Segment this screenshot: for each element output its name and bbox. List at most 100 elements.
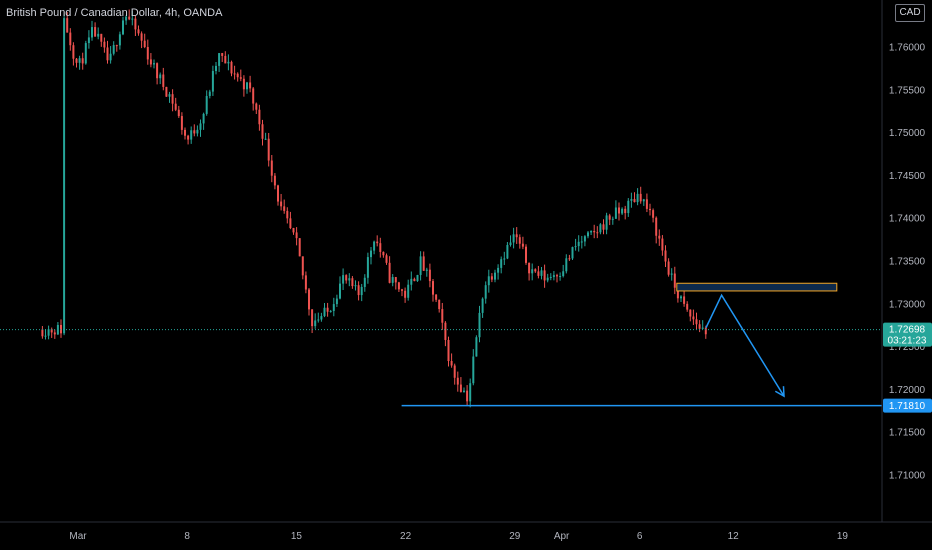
candle-body — [131, 18, 134, 20]
candle-body — [122, 20, 124, 35]
candle-body — [63, 18, 66, 334]
candle-body — [106, 47, 109, 61]
x-tick-label: 29 — [509, 531, 521, 542]
candle-body — [537, 271, 540, 276]
candle-body — [47, 329, 50, 336]
candle-body — [360, 286, 363, 296]
candle-body — [286, 210, 289, 219]
candle-body — [490, 276, 493, 280]
candle-body — [683, 296, 686, 304]
candle-body — [689, 309, 692, 317]
candle-body — [227, 61, 230, 64]
candle-body — [602, 224, 605, 230]
candle-body — [546, 277, 549, 281]
candle-body — [630, 199, 633, 201]
candle-body — [698, 324, 701, 329]
candle-body — [673, 273, 676, 288]
projection-arrow[interactable] — [705, 293, 785, 397]
candle-body — [487, 276, 490, 286]
candle-body — [87, 37, 90, 44]
annotations — [0, 282, 882, 407]
candle-body — [115, 45, 118, 47]
candle-body — [196, 129, 199, 134]
candle-body — [404, 290, 407, 298]
candle-body — [246, 82, 248, 90]
resistance-zone[interactable] — [676, 282, 838, 292]
time-axis: Mar 8 15 22 29 Apr 6 12 19 — [0, 521, 932, 550]
candle-body — [509, 242, 512, 245]
currency-badge[interactable]: CAD — [895, 4, 925, 22]
candle-body — [664, 250, 667, 262]
candle-body — [686, 303, 689, 310]
y-tick-label: 1.73500 — [889, 257, 926, 268]
candle-body — [295, 232, 298, 239]
candle-body — [512, 234, 515, 243]
candle-body — [97, 33, 100, 37]
candle-body — [91, 27, 93, 38]
candle-body — [385, 255, 388, 263]
x-tick-label: 6 — [637, 531, 643, 542]
candle-body — [692, 316, 695, 320]
candle-body — [624, 208, 627, 214]
candle-body — [593, 230, 596, 233]
candle-body — [366, 257, 369, 278]
candle-body — [680, 296, 682, 299]
current-price-value: 1.72698 — [889, 325, 926, 336]
candle-body — [249, 82, 252, 89]
candle-body — [645, 199, 648, 209]
candle-body — [140, 33, 143, 41]
candle-body — [565, 258, 568, 272]
candle-body — [528, 262, 531, 274]
candle-body — [416, 274, 419, 282]
candle-body — [224, 55, 227, 64]
price-countdown: 03:21:23 — [888, 336, 927, 347]
candle-body — [636, 193, 639, 203]
candle-body — [621, 208, 624, 214]
candle-body — [701, 327, 704, 329]
candle-body — [435, 294, 438, 300]
candle-body — [382, 251, 385, 256]
candle-body — [484, 285, 487, 299]
y-tick-label: 1.72000 — [889, 385, 926, 396]
y-tick-label: 1.71000 — [889, 470, 926, 481]
candle-body — [323, 307, 326, 317]
candle-body — [447, 339, 450, 362]
candle-body — [221, 53, 224, 56]
x-tick-label: 22 — [400, 531, 412, 542]
candle-body — [453, 365, 456, 378]
candle-body — [199, 123, 202, 130]
candle-body — [515, 234, 518, 238]
candle-body — [264, 138, 267, 140]
candle-body — [463, 390, 465, 392]
candle-body — [233, 73, 236, 75]
candle-body — [549, 276, 552, 278]
candle-body — [165, 86, 168, 97]
candle-body — [376, 241, 379, 244]
candle-body — [332, 304, 335, 311]
candle-body — [658, 235, 661, 239]
x-tick-label: 15 — [291, 531, 303, 542]
candle-body — [118, 34, 121, 46]
candle-body — [444, 322, 447, 340]
candle-body — [69, 32, 72, 46]
candle-body — [357, 285, 360, 296]
candle-body — [335, 298, 338, 305]
candle-body — [339, 283, 341, 299]
candle-body — [81, 58, 84, 64]
candle-body — [329, 310, 332, 312]
candle-body — [314, 320, 317, 327]
candle-body — [441, 309, 444, 323]
candle-body — [317, 319, 320, 321]
candle-body — [388, 262, 391, 283]
candle-body — [159, 74, 162, 79]
y-tick-label: 1.73000 — [889, 299, 926, 310]
candle-body — [171, 94, 174, 104]
candle-body — [521, 243, 524, 247]
candle-body — [655, 217, 658, 236]
candle-body — [540, 270, 543, 276]
candle-body — [481, 298, 484, 313]
candle-body — [125, 16, 128, 21]
candle-body — [639, 193, 642, 202]
candle-body — [608, 215, 611, 220]
